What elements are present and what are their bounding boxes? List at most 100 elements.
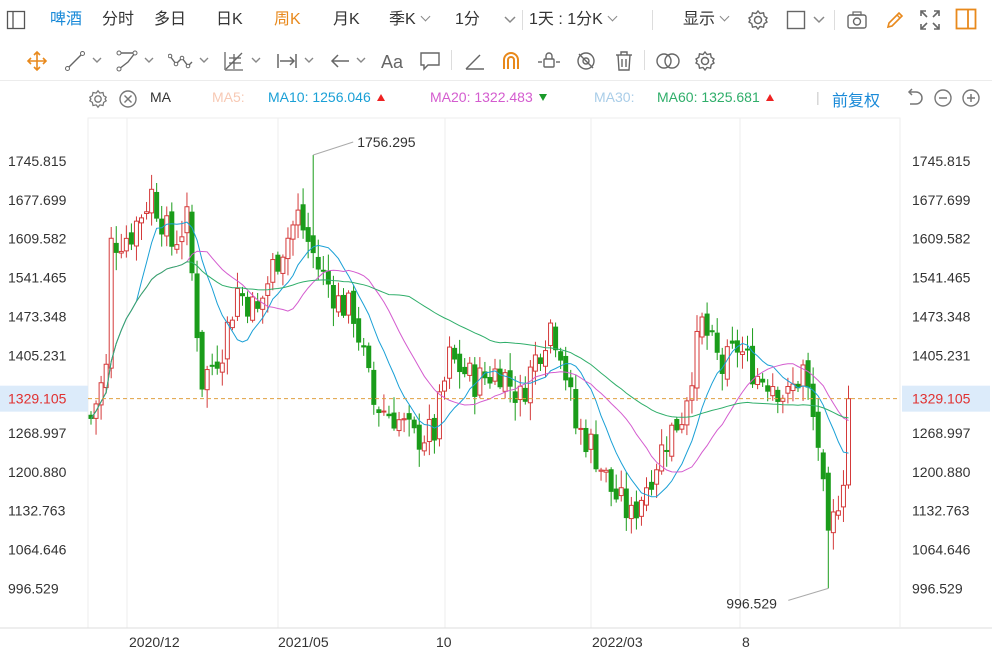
top-toolbar: 啤酒 分时 多日 日K 周K 月K 季K 1分 1天 : 1分K 显示	[0, 0, 992, 41]
text-tool-icon[interactable]: Aa	[380, 50, 406, 72]
candle-down	[815, 411, 821, 448]
candle-up	[598, 469, 604, 472]
candle-down	[805, 360, 811, 388]
candle-up	[543, 350, 548, 367]
candle-down	[209, 364, 215, 367]
chevron-down-icon[interactable]	[304, 57, 314, 64]
camera-icon[interactable]	[846, 9, 868, 31]
panel-toggle-icon[interactable]	[955, 8, 977, 30]
candle-down	[623, 488, 629, 519]
adjust-mode-button[interactable]: 前复权	[832, 93, 881, 110]
arrow-left-icon[interactable]	[329, 50, 351, 72]
x-tick-label: 8	[742, 634, 750, 650]
candle-down	[361, 345, 367, 348]
ma60-line	[90, 261, 849, 419]
fibonacci-tool-icon[interactable]	[223, 50, 245, 72]
trash-icon[interactable]	[613, 50, 635, 72]
x-tick-label: 10	[436, 634, 452, 650]
close-circle-icon[interactable]	[118, 89, 138, 109]
chevron-down-icon[interactable]	[144, 57, 154, 64]
candle-down	[558, 351, 564, 361]
candle-up	[250, 296, 256, 321]
trend-up-icon	[376, 94, 385, 101]
y-tick-label-right: 1609.582	[912, 231, 971, 247]
settings-gear-icon[interactable]	[747, 9, 769, 31]
tab-period-1[interactable]: 多日	[154, 11, 187, 28]
compare-icon[interactable]	[655, 50, 681, 72]
candle-down	[714, 332, 720, 353]
candle-down	[820, 452, 826, 480]
candle-up	[98, 382, 104, 406]
angle-tool-icon[interactable]	[464, 50, 486, 72]
chevron-down-icon[interactable]	[199, 57, 209, 64]
chevron-down-icon[interactable]	[356, 57, 366, 64]
candle-up	[123, 237, 129, 252]
hide-drawing-icon[interactable]	[575, 50, 597, 72]
current-price-tag-left	[0, 385, 88, 412]
candle-up	[739, 351, 745, 355]
y-tick-label-left: 1064.646	[8, 542, 67, 558]
candle-up	[603, 469, 609, 473]
measure-range-icon[interactable]	[276, 50, 298, 72]
undo-icon[interactable]	[904, 88, 924, 108]
candle-up	[219, 362, 225, 373]
chevron-down-icon[interactable]	[251, 57, 261, 64]
candle-down	[320, 269, 326, 272]
ma20-line	[90, 250, 849, 473]
tab-period-5[interactable]: 季K	[389, 9, 429, 31]
lock-drawing-icon[interactable]	[537, 50, 561, 72]
tab-period-6[interactable]: 1分	[455, 11, 480, 28]
candle-down	[633, 501, 639, 519]
stock-name[interactable]: 啤酒	[50, 11, 83, 28]
candle-up	[669, 424, 675, 457]
y-tick-label-left: 1541.465	[8, 270, 67, 286]
wave-tool-icon[interactable]	[168, 50, 194, 72]
chevron-down-icon[interactable]	[92, 57, 102, 64]
comment-icon[interactable]	[419, 50, 441, 72]
tab-period-3[interactable]: 周K	[274, 11, 301, 28]
candle-up	[401, 418, 407, 421]
candle-down	[305, 227, 311, 242]
move-crosshair-icon[interactable]	[26, 50, 48, 72]
zoom-out-icon[interactable]	[933, 88, 953, 108]
divider	[522, 10, 523, 30]
candle-down	[275, 254, 281, 272]
candle-down	[457, 353, 463, 373]
zoom-in-icon[interactable]	[961, 88, 981, 108]
candle-up	[164, 215, 170, 237]
candle-down	[366, 345, 372, 369]
divider: |	[816, 89, 820, 105]
candle-down	[649, 481, 655, 490]
candle-down	[351, 290, 357, 324]
candle-up	[280, 256, 286, 274]
candle-up	[335, 295, 341, 313]
tab-period-4[interactable]: 月K	[333, 11, 360, 28]
candle-down	[356, 318, 362, 343]
y-tick-label-left: 1473.348	[8, 308, 67, 324]
square-toggle-icon[interactable]	[786, 10, 806, 30]
magnet-icon[interactable]	[500, 50, 522, 72]
candle-down	[411, 419, 417, 429]
tab-period-2[interactable]: 日K	[216, 11, 243, 28]
chevron-down-icon[interactable]	[504, 16, 516, 24]
y-tick-label-left: 996.529	[8, 580, 59, 596]
pencil-icon[interactable]	[884, 9, 906, 31]
tab-period-0[interactable]: 分时	[102, 11, 135, 28]
candle-up	[532, 354, 538, 372]
candle-up	[467, 362, 473, 376]
sidebar-toggle-icon[interactable]	[6, 10, 26, 30]
indicator-type[interactable]: MA	[150, 89, 171, 105]
trend-line-icon[interactable]	[64, 50, 86, 72]
fullscreen-icon[interactable]	[919, 9, 941, 31]
display-menu[interactable]: 显示	[683, 9, 728, 31]
chart-settings-gear-icon[interactable]	[694, 50, 716, 72]
candle-up	[179, 236, 185, 243]
channel-tool-icon[interactable]	[116, 50, 138, 72]
candle-up	[270, 259, 276, 283]
chevron-down-icon[interactable]	[813, 16, 825, 24]
range-select[interactable]: 1天 : 1分K	[529, 9, 616, 31]
indicator-settings-gear-icon[interactable]	[88, 89, 108, 109]
ma20-value: 1322.483	[474, 89, 533, 105]
ma10-label: MA10:	[268, 89, 309, 105]
